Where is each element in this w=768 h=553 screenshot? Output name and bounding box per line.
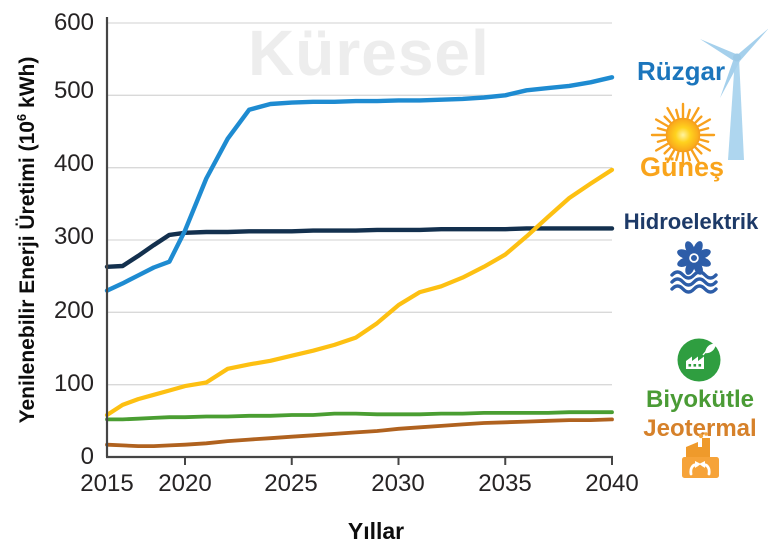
sun-ray (698, 138, 710, 143)
y-axis-title-text: Yenilenebilir Enerji Üretimi (10 (16, 121, 39, 424)
sun-ray (654, 142, 670, 152)
series-line-ruzgar (104, 75, 615, 293)
sun-ray (675, 150, 680, 162)
legend-label-ruzgar: Rüzgar (636, 56, 726, 86)
wind-turbine-icon (700, 28, 768, 160)
sun-ray (696, 142, 712, 152)
turbine-petal (685, 241, 695, 256)
turbine-petal (696, 249, 711, 259)
legend-label-gunes: Güneş (639, 152, 725, 182)
sun-ray (698, 127, 710, 132)
y-tick-600: 600 (53, 9, 94, 36)
x-tick-2040: 2040 (585, 470, 639, 497)
sun-ray (666, 148, 676, 164)
x-tick-2015: 2015 (80, 470, 134, 497)
x-tick-2035: 2035 (478, 470, 532, 497)
sun-ray (693, 145, 703, 155)
sun-ray (654, 118, 670, 128)
series-line-gunes (104, 167, 615, 418)
legend-label-biyokutle: Biyokütle (645, 386, 755, 413)
sun-ray (656, 138, 668, 143)
legend-label-hidroelektrik: Hidroelektrik (623, 209, 759, 234)
sun-ray (690, 106, 700, 122)
y-tick-0: 0 (80, 443, 94, 470)
geothermal-plant-icon (682, 432, 719, 478)
sun-ray (686, 150, 691, 162)
y-axis-title-unit: kWh) (16, 56, 39, 114)
y-tick-100: 100 (53, 370, 94, 397)
sun-icon (650, 102, 716, 168)
leaf-glyph (705, 343, 716, 354)
axes (105, 17, 613, 465)
sun-ray (686, 108, 691, 120)
hydro-turbine-petals (677, 241, 711, 275)
series-line-hidroelektrik (104, 226, 615, 269)
y-tick-500: 500 (53, 77, 94, 104)
y-axis-title-superscript: 6 (14, 113, 29, 122)
gridlines (107, 22, 612, 386)
x-axis-title: Yıllar (347, 518, 405, 544)
series-line-jeotermal (105, 417, 614, 449)
sun-rays (650, 102, 716, 168)
sun-ray (666, 106, 676, 122)
sun-ray (675, 108, 680, 120)
sun-ray (656, 127, 668, 132)
y-tick-400: 400 (53, 150, 94, 177)
sun-ray (693, 115, 703, 125)
x-tick-2020: 2020 (158, 470, 212, 497)
x-tick-2030: 2030 (371, 470, 425, 497)
chart-series (104, 75, 615, 449)
y-axis-title: Yenilenebilir Enerji Üretimi (106 kWh) (14, 20, 40, 460)
y-tick-200: 200 (53, 297, 94, 324)
series-line-biyokutle (105, 410, 614, 422)
hydro-turbine-waves-icon (670, 241, 718, 294)
biomass-factory-leaf-icon (677, 338, 721, 382)
turbine-petal (677, 257, 692, 267)
sun-ray (690, 148, 700, 164)
watermark-text: Küresel (248, 17, 490, 89)
y-tick-300: 300 (53, 223, 94, 250)
x-tick-2025: 2025 (264, 470, 318, 497)
sun-ray (696, 118, 712, 128)
hydro-waves (670, 270, 718, 294)
sun-ray (663, 145, 673, 155)
sun-ray (663, 115, 673, 125)
